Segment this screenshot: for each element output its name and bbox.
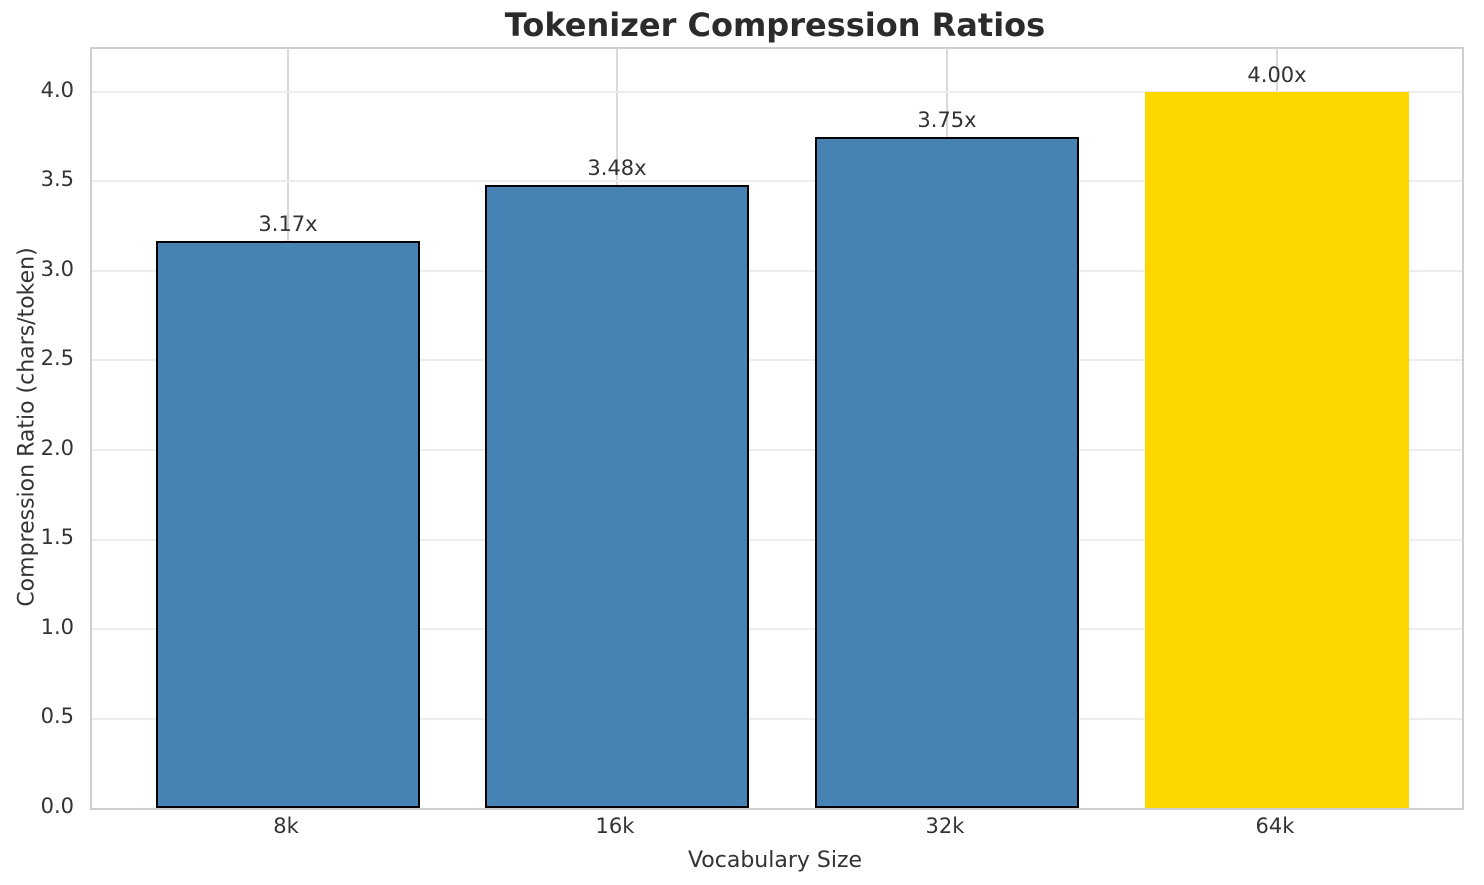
y-tick-label: 3.5 [40, 167, 74, 192]
y-tick-label: 3.0 [40, 256, 74, 281]
x-axis-label: Vocabulary Size [687, 848, 863, 873]
y-tick-label: 2.5 [40, 346, 74, 371]
y-axis-label: Compression Ratio (chars/token) [14, 247, 40, 607]
y-gridline [92, 90, 1462, 93]
bar-16k [485, 185, 749, 808]
y-gridline [92, 538, 1462, 541]
y-tick-label: 2.0 [40, 435, 74, 460]
bar-64k [1145, 91, 1409, 808]
plot-area: 3.17x 3.48x 3.75x 4.00x [90, 47, 1464, 810]
bar-value-label: 3.17x [258, 211, 318, 236]
x-tick-label: 8k [273, 814, 299, 838]
y-gridline [92, 269, 1462, 272]
y-gridline [92, 628, 1462, 630]
y-tick-label: 1.0 [40, 614, 74, 639]
chart-title: Tokenizer Compression Ratios [504, 6, 1046, 44]
bar-value-label: 3.75x [917, 107, 977, 132]
y-gridline [92, 359, 1462, 362]
x-tick-label: 64k [1255, 814, 1295, 838]
bar-value-label: 4.00x [1247, 62, 1307, 87]
x-tick-label: 16k [595, 814, 635, 838]
y-tick-label: 0.0 [40, 794, 74, 818]
y-gridline [92, 717, 1462, 720]
bar-8k [156, 240, 420, 808]
x-tick-label: 32k [925, 814, 965, 838]
y-gridline [92, 180, 1462, 183]
y-tick-label: 1.5 [40, 525, 74, 550]
y-tick-label: 0.5 [40, 704, 74, 729]
y-gridline [92, 448, 1462, 451]
y-tick-label: 4.0 [40, 77, 74, 102]
bar-32k [815, 136, 1079, 808]
bar-value-label: 3.48x [587, 156, 647, 181]
